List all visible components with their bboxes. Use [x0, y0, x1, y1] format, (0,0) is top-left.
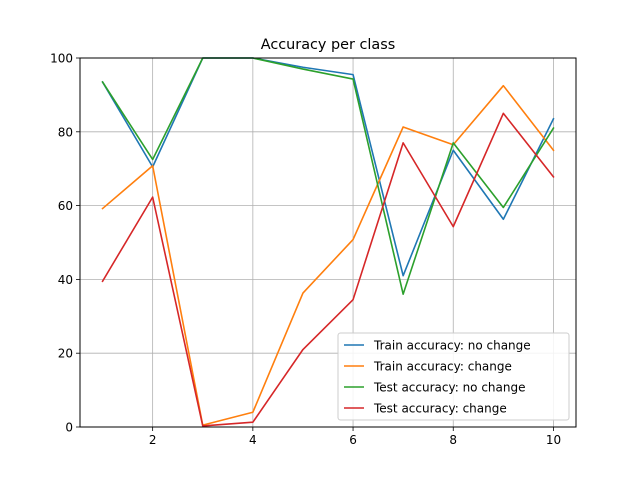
legend-label-2: Train accuracy: change [373, 360, 512, 374]
x-tick-label: 4 [249, 433, 257, 447]
legend-label-1: Train accuracy: no change [373, 339, 531, 353]
x-tick-label: 6 [349, 433, 357, 447]
x-tick-label: 10 [546, 433, 561, 447]
y-tick-label: 20 [58, 347, 73, 361]
y-tick-label: 40 [58, 273, 73, 287]
legend-label-4: Test accuracy: change [373, 402, 507, 416]
y-tick-label: 80 [58, 125, 73, 139]
y-tick-label: 100 [50, 52, 73, 66]
legend-label-3: Test accuracy: no change [373, 381, 526, 395]
series-line-2 [101, 84, 555, 426]
chart-title: Accuracy per class [261, 37, 395, 53]
plot-frame [79, 57, 577, 428]
x-tick-label: 2 [149, 433, 157, 447]
y-tick-label: 60 [58, 199, 73, 213]
series-line-4 [101, 112, 555, 427]
y-tick-label: 0 [65, 421, 73, 435]
series-line-1 [101, 57, 555, 277]
series-line-3 [101, 57, 555, 295]
legend: Train accuracy: no change Train accuracy:… [337, 332, 570, 421]
legend-box [337, 332, 570, 421]
series-lines [101, 57, 555, 427]
x-tick-label: 8 [449, 433, 457, 447]
